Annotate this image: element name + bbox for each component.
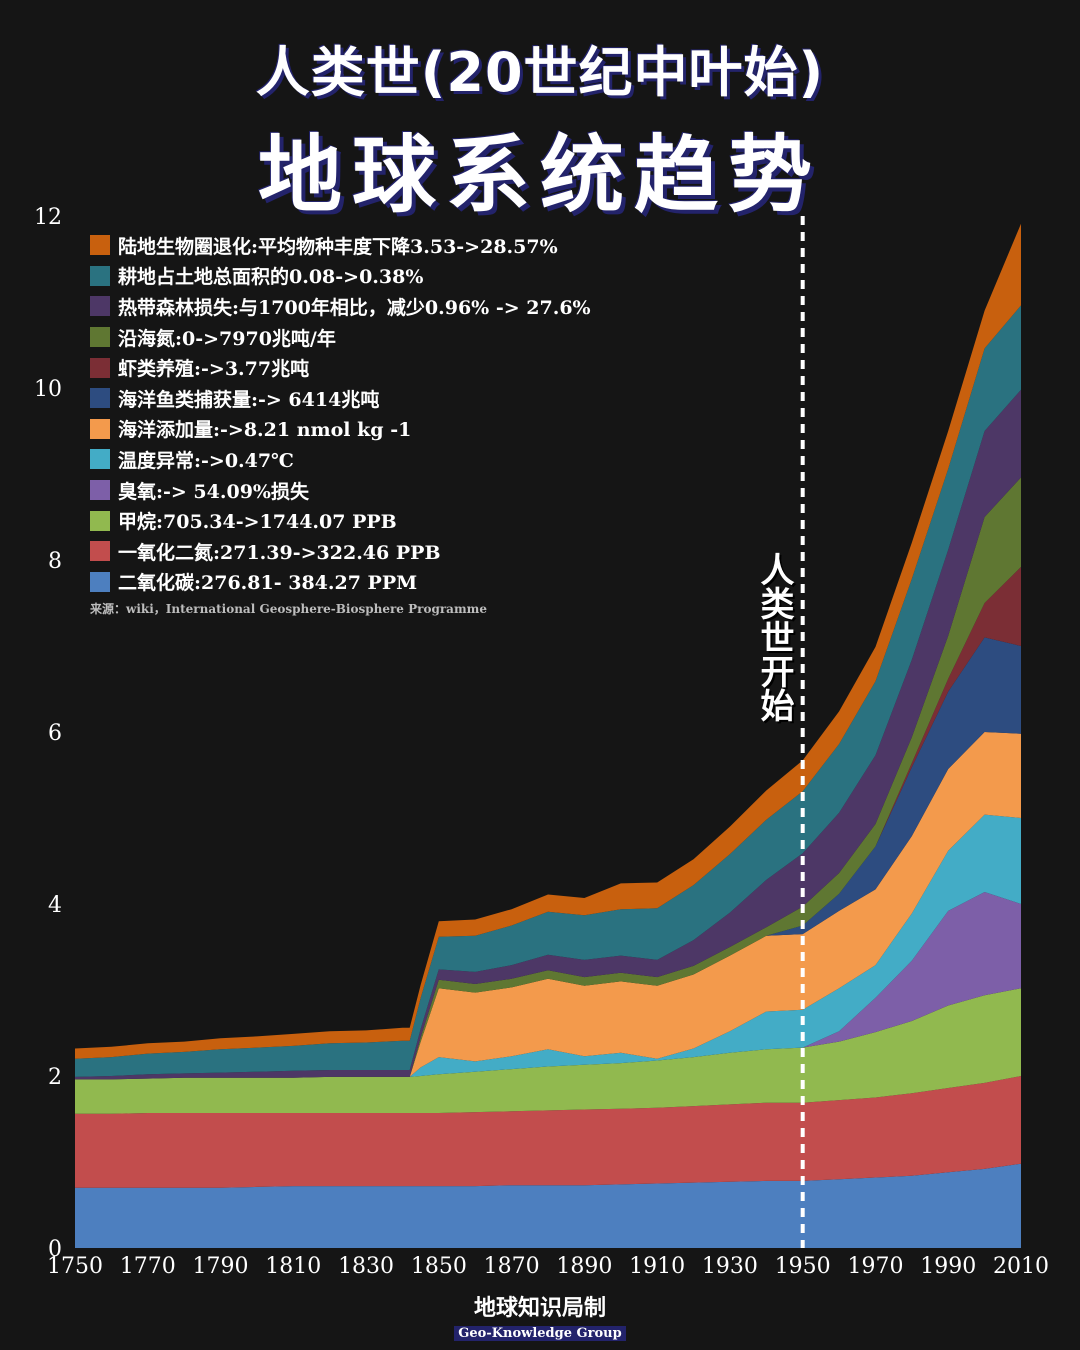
x-tick-label: 1930 — [702, 1254, 758, 1279]
x-tick-label: 1870 — [484, 1254, 540, 1279]
legend-swatch — [90, 235, 110, 256]
legend-label: 虾类养殖:->3.77兆吨 — [118, 358, 310, 381]
chart-title-line1: 人类世(20世纪中叶始) — [255, 41, 825, 104]
area-series-1 — [75, 1076, 1021, 1188]
chart-title-line2: 地球系统趋势 — [257, 126, 822, 224]
y-tick-label: 6 — [48, 721, 62, 746]
legend-item: 海洋添加量:->8.21 nmol kg -1 — [90, 414, 591, 445]
x-tick-label: 1970 — [847, 1254, 903, 1279]
x-tick-label: 1830 — [338, 1254, 394, 1279]
legend-label: 沿海氮:0->7970兆吨/年 — [118, 327, 336, 350]
legend-item: 温度异常:->0.47℃ — [90, 444, 591, 475]
legend-label: 海洋添加量:->8.21 nmol kg -1 — [118, 419, 412, 442]
area-series-10 — [75, 305, 1021, 1077]
legend-swatch — [90, 388, 110, 409]
legend-label: 一氧化二氮:271.39->322.46 PPB — [118, 541, 441, 564]
footer-brand-en: Geo-Knowledge Group — [454, 1326, 626, 1341]
legend-label: 耕地占土地总面积的0.08->0.38% — [118, 266, 424, 289]
anthropocene-start-label: 人类世开始 — [754, 552, 794, 722]
x-tick-label: 1990 — [920, 1254, 976, 1279]
x-tick-label: 1790 — [193, 1254, 249, 1279]
legend-label: 温度异常:->0.47℃ — [118, 449, 294, 472]
x-tick-label: 1890 — [556, 1254, 612, 1279]
x-tick-label: 1850 — [411, 1254, 467, 1279]
legend-item: 陆地生物圈退化:平均物种丰度下降3.53->28.57% — [90, 230, 591, 261]
legend-item: 臭氧:-> 54.09%损失 — [90, 475, 591, 506]
legend-item: 甲烷:705.34->1744.07 PPB — [90, 505, 591, 536]
legend-swatch — [90, 480, 110, 501]
area-series-8 — [75, 477, 1021, 1080]
legend-swatch — [90, 418, 110, 439]
footer-brand-cn: 地球知识局制 — [473, 1296, 606, 1321]
y-tick-label: 2 — [48, 1065, 62, 1090]
footer: 地球知识局制 Geo-Knowledge Group — [0, 1290, 1080, 1341]
legend-label: 热带森林损失:与1700年相比，减少0.96% -> 27.6% — [118, 296, 591, 319]
legend-item: 耕地占土地总面积的0.08->0.38% — [90, 261, 591, 292]
legend-swatch — [90, 265, 110, 286]
y-tick-label: 0 — [48, 1237, 62, 1262]
legend-label: 海洋鱼类捕获量:-> 6414兆吨 — [118, 388, 380, 411]
legend-label: 臭氧:-> 54.09%损失 — [118, 480, 309, 503]
area-series-4 — [75, 814, 1021, 1080]
legend-swatch — [90, 449, 110, 470]
source-note: 来源：wiki，International Geosphere-Biospher… — [90, 602, 487, 616]
legend-item: 一氧化二氮:271.39->322.46 PPB — [90, 536, 591, 567]
legend-swatch — [90, 327, 110, 348]
area-series-0 — [75, 1163, 1021, 1248]
legend-swatch — [90, 296, 110, 317]
legend-swatch — [90, 541, 110, 562]
legend-swatch — [90, 510, 110, 531]
x-tick-label: 1950 — [775, 1254, 831, 1279]
legend: 陆地生物圈退化:平均物种丰度下降3.53->28.57% 耕地占土地总面积的0.0… — [90, 230, 591, 597]
y-tick-label: 4 — [48, 893, 62, 918]
legend-swatch — [90, 571, 110, 592]
y-tick-label: 8 — [48, 549, 62, 574]
legend-label: 甲烷:705.34->1744.07 PPB — [118, 511, 397, 534]
legend-label: 陆地生物圈退化:平均物种丰度下降3.53->28.57% — [118, 235, 558, 258]
legend-swatch — [90, 357, 110, 378]
area-series-9 — [75, 389, 1021, 1080]
legend-item: 沿海氮:0->7970兆吨/年 — [90, 322, 591, 353]
y-tick-label: 12 — [34, 205, 62, 230]
area-series-5 — [75, 732, 1021, 1080]
legend-item: 海洋鱼类捕获量:-> 6414兆吨 — [90, 383, 591, 414]
x-tick-label: 1810 — [265, 1254, 321, 1279]
legend-item: 热带森林损失:与1700年相比，减少0.96% -> 27.6% — [90, 291, 591, 322]
x-tick-label: 1910 — [629, 1254, 685, 1279]
legend-item: 虾类养殖:->3.77兆吨 — [90, 352, 591, 383]
legend-item: 二氧化碳:276.81- 384.27 PPM — [90, 567, 591, 598]
x-tick-label: 1750 — [47, 1254, 103, 1279]
area-series-2 — [75, 988, 1021, 1114]
y-tick-label: 10 — [34, 377, 62, 402]
legend-label: 二氧化碳:276.81- 384.27 PPM — [118, 572, 418, 595]
x-tick-label: 1770 — [120, 1254, 176, 1279]
x-tick-label: 2010 — [993, 1254, 1049, 1279]
